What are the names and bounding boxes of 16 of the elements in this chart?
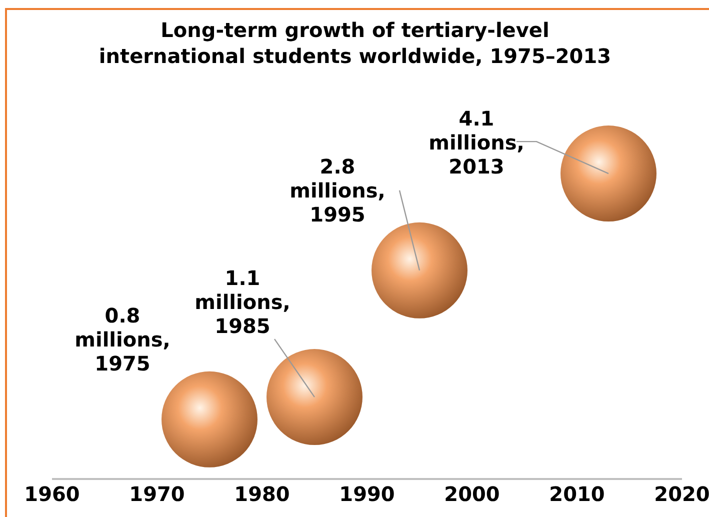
- annotation: millions, 1995: [290, 178, 386, 226]
- data-label: 2.8: [320, 154, 356, 178]
- data-label: 4.1: [458, 106, 494, 131]
- data-label: 1.1: [224, 266, 260, 290]
- data-label: 0.8: [104, 303, 140, 328]
- x-tick-label: 2020: [654, 482, 709, 506]
- annotation: millions, 1975: [74, 327, 170, 376]
- x-tick-label: 2000: [444, 482, 500, 506]
- x-tick-label: 1970: [129, 482, 185, 506]
- annotation: millions, 1985: [194, 290, 290, 338]
- x-tick-label: 1980: [234, 482, 290, 506]
- x-tick-label: 1990: [339, 482, 395, 506]
- chart-title: Long-term growth of tertiary-level international students worldwide, 1975–2013: [98, 17, 612, 69]
- x-tick-label: 2010: [549, 482, 605, 506]
- x-tick-label: 1960: [24, 482, 80, 506]
- annotation: millions, 2013: [428, 130, 524, 179]
